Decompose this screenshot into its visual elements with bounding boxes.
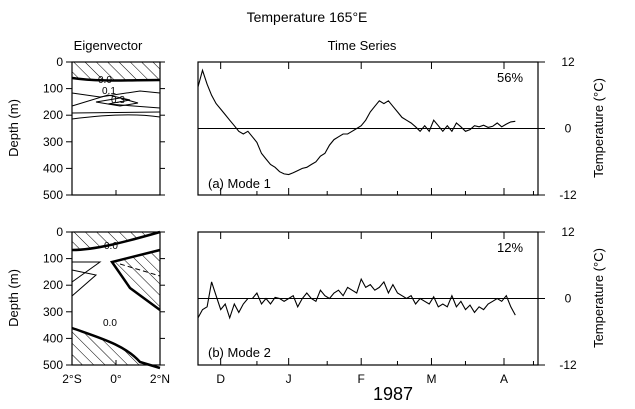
ts-a-mode-label: (a) Mode 1 bbox=[208, 176, 271, 191]
ts-a-line bbox=[197, 68, 516, 176]
eigen-a-contour-label-1: 0.1 bbox=[102, 86, 116, 97]
ts-a-temp-label-2: -12 bbox=[559, 188, 577, 202]
ts-a-ylabel: Temperature (°C) bbox=[591, 78, 606, 178]
eigen-b-contour-1 bbox=[71, 261, 102, 283]
eigen-a-ylabel: Depth (m) bbox=[6, 99, 21, 157]
eigen-a-contour-1 bbox=[71, 90, 161, 98]
eigen-b-depth-label-3: 300 bbox=[43, 305, 63, 319]
eigen-b-contour-dashed bbox=[119, 263, 161, 277]
ts-month-label-0: D bbox=[216, 372, 225, 386]
ts-panel-a: 56% (a) Mode 1 bbox=[197, 61, 539, 196]
ts-a-variance: 56% bbox=[497, 70, 523, 85]
figure-title: Temperature 165°E bbox=[247, 9, 368, 25]
eigen-a-contour-label-2: 0.3 bbox=[111, 95, 125, 106]
ts-a-series bbox=[197, 68, 516, 176]
eigen-panel-b: 0.0 0.0 bbox=[71, 230, 161, 370]
ts-a-temp-label-1: 0 bbox=[565, 122, 572, 136]
eigen-a-depth-label-2: 200 bbox=[43, 108, 63, 122]
ts-b-ylabel: Temperature (°C) bbox=[591, 248, 606, 348]
ts-b-temp-label-2: -12 bbox=[559, 358, 577, 372]
eigen-b-contour-2 bbox=[71, 269, 98, 297]
ts-b-mode-label: (b) Mode 2 bbox=[208, 345, 271, 360]
eigen-a-depth-label-3: 300 bbox=[43, 135, 63, 149]
eigen-a-contour-3 bbox=[95, 97, 139, 107]
ts-axes: 12 0 -12 12 0 -12 D J F M A bbox=[197, 55, 577, 386]
ts-b-series bbox=[197, 277, 516, 320]
eigen-b-zero-contour-mid bbox=[109, 248, 161, 312]
ts-b-temp-label-0: 12 bbox=[561, 225, 575, 239]
eigen-b-depth-label-0: 0 bbox=[56, 225, 63, 239]
eigen-b-contour-label-1: 0.0 bbox=[103, 318, 117, 329]
eigen-b-depth-label-2: 200 bbox=[43, 278, 63, 292]
eigen-lat-label-2: 2°N bbox=[150, 372, 170, 386]
eigen-b-hatch-upper bbox=[72, 232, 160, 310]
time-series-header: Time Series bbox=[328, 38, 397, 53]
eigen-b-hatch-lower bbox=[72, 328, 160, 368]
eigen-a-depth-label-0: 0 bbox=[56, 55, 63, 69]
ts-month-label-4: A bbox=[500, 372, 508, 386]
eigen-a-contour-5 bbox=[71, 114, 161, 120]
eigen-a-zero-contour bbox=[71, 76, 161, 82]
ts-b-line bbox=[197, 277, 516, 320]
ts-month-label-2: F bbox=[358, 372, 365, 386]
eigen-a-hatch-band-upper bbox=[72, 62, 160, 80]
eigen-a-depth-label-4: 400 bbox=[43, 161, 63, 175]
eigen-b-zero-contour-bottom bbox=[71, 326, 161, 370]
eigen-b-zero-contour-top bbox=[71, 230, 161, 252]
eigen-lat-label-1: 0° bbox=[110, 372, 122, 386]
ts-panel-b: 12% (b) Mode 2 bbox=[197, 231, 539, 366]
ts-a-temp-label-0: 12 bbox=[561, 55, 575, 69]
eigen-b-depth-label-4: 400 bbox=[43, 331, 63, 345]
eigen-panel-a: 0.0 0.1 0.3 bbox=[71, 61, 161, 196]
eigen-a-depth-label-1: 100 bbox=[43, 82, 63, 96]
ts-month-label-3: M bbox=[426, 372, 436, 386]
eigen-b-contour-label-0: 0.0 bbox=[104, 241, 118, 252]
eigenvector-header: Eigenvector bbox=[74, 38, 143, 53]
year-label: 1987 bbox=[373, 384, 413, 404]
eigen-lat-label-0: 2°S bbox=[62, 372, 81, 386]
eigen-a-frame bbox=[71, 61, 161, 196]
ts-b-temp-label-1: 0 bbox=[565, 292, 572, 306]
eigen-b-ylabel: Depth (m) bbox=[6, 269, 21, 327]
ts-b-variance: 12% bbox=[497, 240, 523, 255]
eigen-a-contour-4 bbox=[71, 111, 161, 114]
eigen-a-depth-label-5: 500 bbox=[43, 188, 63, 202]
eigen-b-hatch-top bbox=[72, 232, 160, 250]
ts-month-label-1: J bbox=[286, 372, 292, 386]
eigen-b-depth-label-1: 100 bbox=[43, 252, 63, 266]
eigen-a-contour-label-0: 0.0 bbox=[98, 75, 112, 86]
eigen-b-depth-label-5: 500 bbox=[43, 358, 63, 372]
